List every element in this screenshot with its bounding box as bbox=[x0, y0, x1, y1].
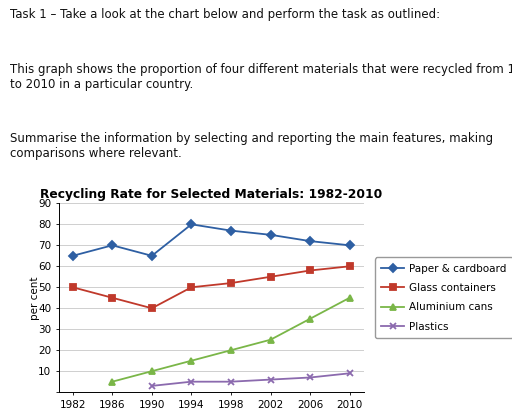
Text: This graph shows the proportion of four different materials that were recycled f: This graph shows the proportion of four … bbox=[10, 63, 512, 91]
Title: Recycling Rate for Selected Materials: 1982-2010: Recycling Rate for Selected Materials: 1… bbox=[40, 188, 382, 201]
Text: Summarise the information by selecting and reporting the main features, making
c: Summarise the information by selecting a… bbox=[10, 132, 494, 161]
Legend: Paper & cardboard, Glass containers, Aluminium cans, Plastics: Paper & cardboard, Glass containers, Alu… bbox=[375, 257, 512, 338]
Y-axis label: per cent: per cent bbox=[30, 276, 40, 320]
Text: Task 1 – Take a look at the chart below and perform the task as outlined:: Task 1 – Take a look at the chart below … bbox=[10, 8, 440, 21]
